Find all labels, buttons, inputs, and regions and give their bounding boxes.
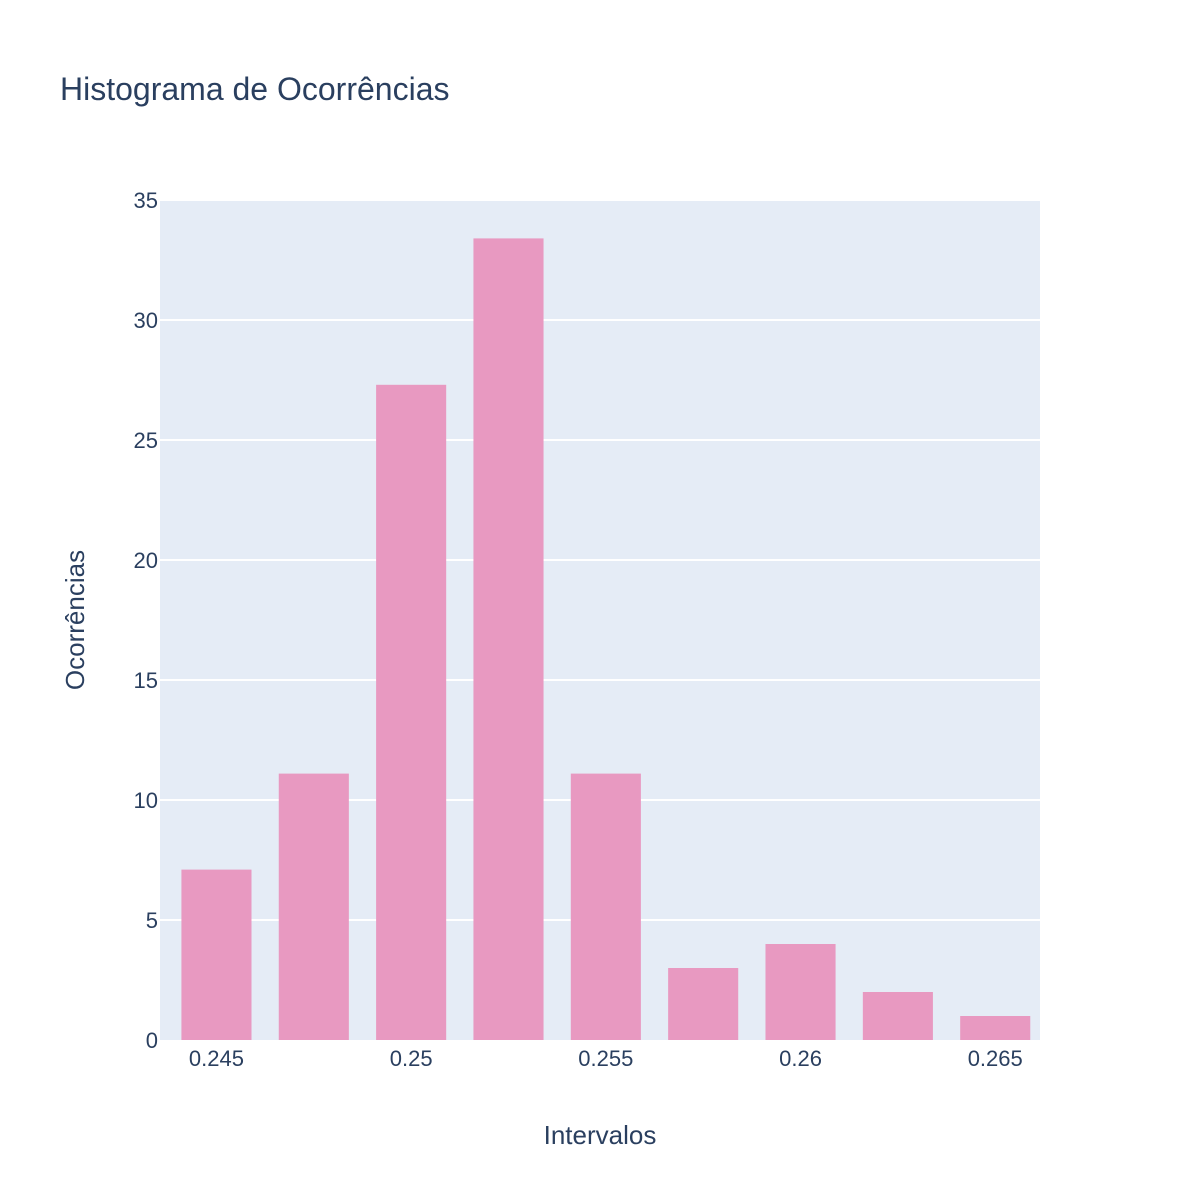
- histogram-bar: [765, 944, 836, 1040]
- histogram-bar: [376, 384, 447, 1040]
- y-tick-label: 35: [134, 188, 158, 213]
- y-tick-label: 5: [146, 908, 158, 933]
- bars: [181, 238, 1031, 1040]
- histogram-bar: [278, 773, 349, 1040]
- histogram-bar: [862, 992, 933, 1040]
- x-tick-label: 0.26: [779, 1046, 822, 1071]
- x-tick-label: 0.245: [189, 1046, 244, 1071]
- y-tick-label: 25: [134, 428, 158, 453]
- y-axis-ticks: 0 5 10 15 20 25 30 35: [134, 188, 158, 1053]
- y-tick-label: 15: [134, 668, 158, 693]
- y-tick-label: 0: [146, 1028, 158, 1053]
- x-axis-title: Intervalos: [544, 1120, 657, 1150]
- histogram-bar: [181, 869, 252, 1040]
- x-tick-label: 0.25: [390, 1046, 433, 1071]
- y-tick-label: 10: [134, 788, 158, 813]
- y-axis-title: Ocorrências: [60, 550, 90, 690]
- chart-title: Histograma de Ocorrências: [60, 71, 449, 107]
- x-axis-ticks: 0.245 0.25 0.255 0.26 0.265: [189, 1046, 1023, 1071]
- histogram-bar: [960, 1016, 1031, 1040]
- histogram-bar: [668, 968, 739, 1040]
- x-tick-label: 0.265: [968, 1046, 1023, 1071]
- y-tick-label: 30: [134, 308, 158, 333]
- histogram-bar: [570, 773, 641, 1040]
- x-tick-label: 0.255: [578, 1046, 633, 1071]
- histogram-bar: [473, 238, 544, 1040]
- y-tick-label: 20: [134, 548, 158, 573]
